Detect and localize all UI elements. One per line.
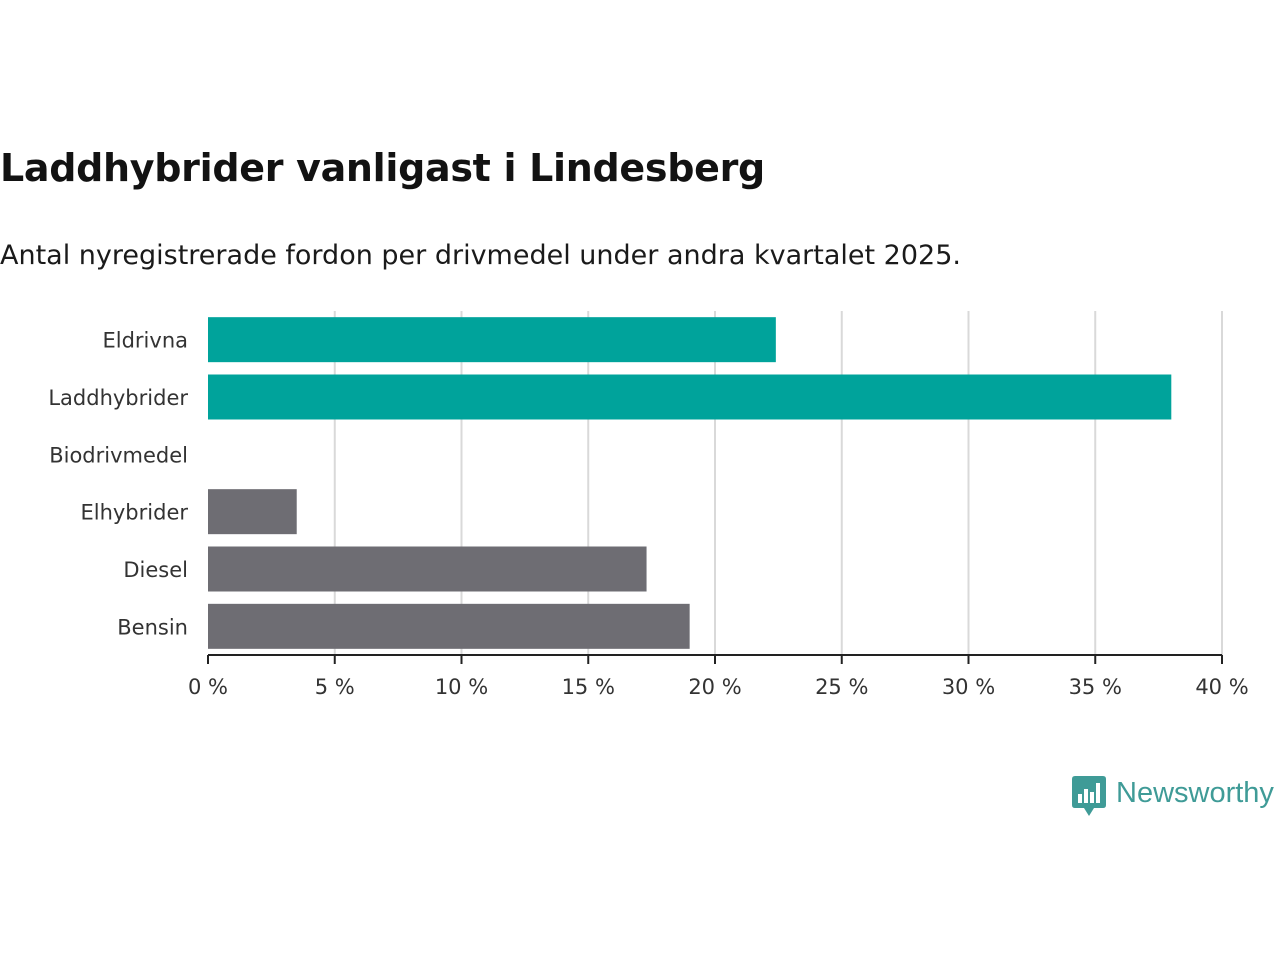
category-labels: Eldrivna Laddhybrider Biodrivmedel Elhybrid… bbox=[48, 329, 188, 640]
category-label-diesel: Diesel bbox=[123, 558, 188, 582]
x-tick-label: 5 % bbox=[315, 675, 355, 699]
x-tick-label: 25 % bbox=[815, 675, 868, 699]
x-tick-label: 15 % bbox=[562, 675, 615, 699]
category-label-laddhybrider: Laddhybrider bbox=[48, 386, 188, 410]
chart-title: Laddhybrider vanligast i Lindesberg bbox=[0, 146, 765, 190]
x-tick-label: 10 % bbox=[435, 675, 488, 699]
brand-name: Newsworthy bbox=[1116, 777, 1274, 809]
x-axis: 0 % 5 % 10 % 15 % 20 % 25 % 30 % 35 % 40 % bbox=[188, 654, 1249, 699]
x-tick-label: 30 % bbox=[942, 675, 995, 699]
newsworthy-logo: Newsworthy bbox=[1072, 776, 1274, 818]
category-label-elhybrider: Elhybrider bbox=[80, 501, 188, 525]
bar-chart-speech-bubble-icon bbox=[1072, 776, 1106, 816]
bar-elhybrider bbox=[208, 489, 297, 535]
gridlines bbox=[333, 311, 1223, 655]
bar-diesel bbox=[208, 546, 647, 592]
chart-subtitle: Antal nyregistrerade fordon per drivmede… bbox=[0, 240, 961, 271]
x-tick-label: 20 % bbox=[688, 675, 741, 699]
category-label-eldrivna: Eldrivna bbox=[102, 329, 188, 353]
bar-eldrivna bbox=[208, 317, 776, 363]
x-tick-label: 0 % bbox=[188, 675, 228, 699]
bar-bensin bbox=[208, 603, 690, 649]
bar-laddhybrider bbox=[208, 374, 1172, 420]
category-label-bensin: Bensin bbox=[117, 615, 188, 639]
bars bbox=[208, 317, 1172, 649]
x-tick-label: 35 % bbox=[1069, 675, 1122, 699]
category-label-biodrivmedel: Biodrivmedel bbox=[49, 443, 188, 467]
x-tick-label: 40 % bbox=[1195, 675, 1248, 699]
